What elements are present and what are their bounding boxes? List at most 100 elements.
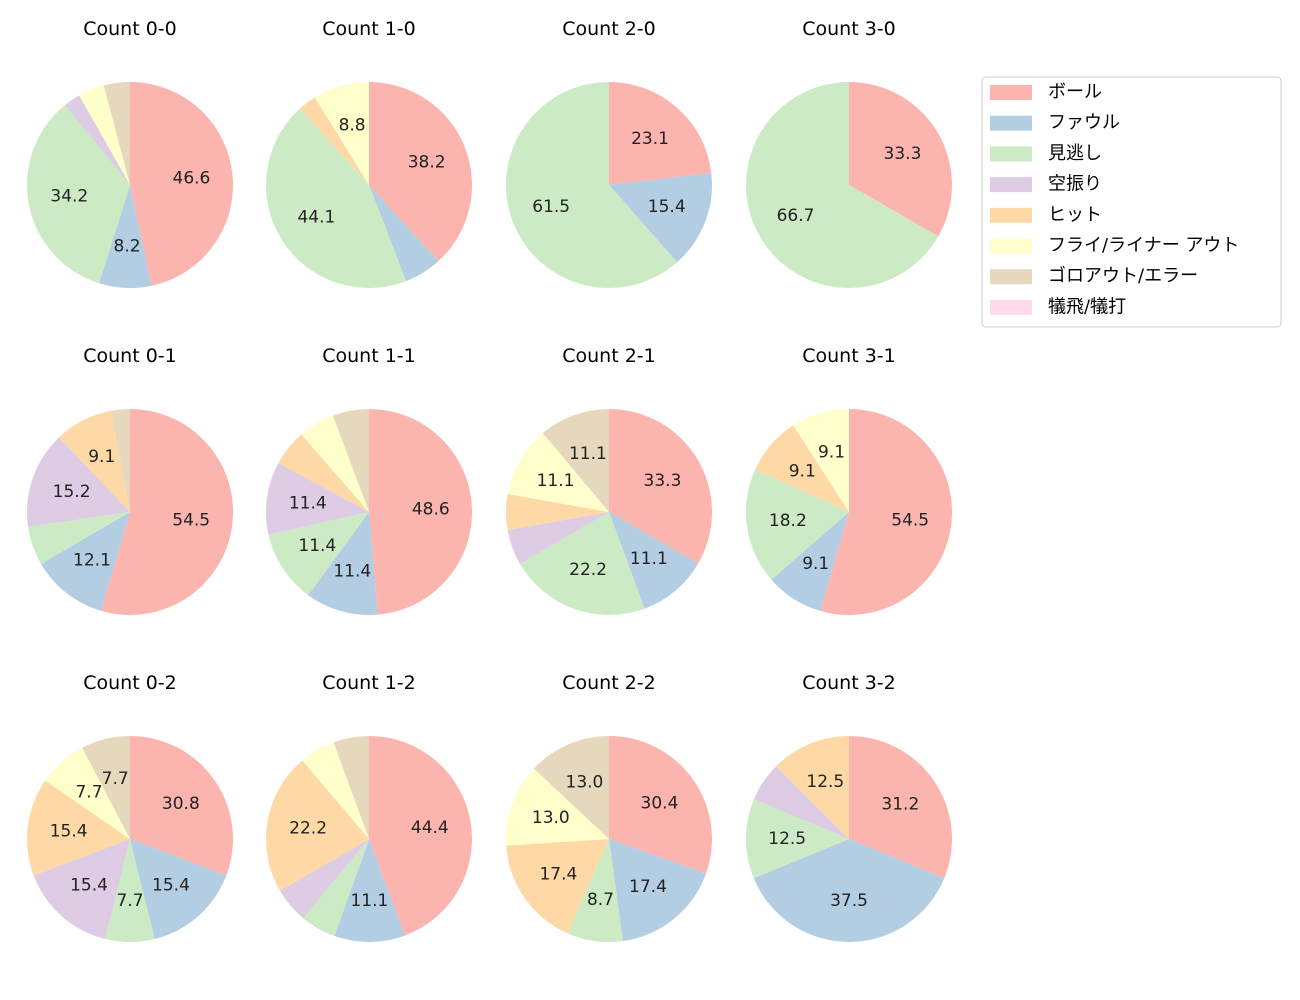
slice-label: 15.4 xyxy=(648,197,686,217)
legend-swatch xyxy=(990,146,1032,162)
slice-label: 66.7 xyxy=(777,206,815,226)
pie-count-1-2: Count 1-2 44.4 11.1 22.2 xyxy=(265,672,472,943)
legend-label: 見逃し xyxy=(1048,143,1102,164)
slice-label: 8.7 xyxy=(587,890,614,910)
pie-slice-1 xyxy=(334,839,405,943)
legend-swatch xyxy=(990,299,1032,315)
pie-count-3-0: Count 3-0 33.3 66.7 xyxy=(745,18,953,288)
pie-slice-1 xyxy=(130,839,227,940)
slice-label: 11.1 xyxy=(537,471,575,491)
pie-slice-4 xyxy=(506,493,609,531)
legend-label: ゴロアウト/エラー xyxy=(1048,266,1198,287)
slice-label: 22.2 xyxy=(569,560,607,580)
slice-label: 15.2 xyxy=(53,482,91,502)
pie-slice-3 xyxy=(507,512,609,564)
slice-label: 7.7 xyxy=(116,891,143,911)
pie-slice-5 xyxy=(314,82,369,185)
slice-label: 9.1 xyxy=(789,462,816,482)
pie-count-3-2: Count 3-2 31.2 37.5 12.5 12.5 xyxy=(745,672,952,942)
slice-label: 31.2 xyxy=(881,795,919,815)
pie-slice-4 xyxy=(26,780,130,876)
pie-title: Count 1-1 xyxy=(322,345,416,367)
legend-label: ファウル xyxy=(1048,112,1120,133)
pie-slice-4 xyxy=(755,425,849,512)
pie-slice-1 xyxy=(41,512,131,611)
slice-label: 12.1 xyxy=(73,551,111,571)
pie-slice-1 xyxy=(753,839,945,942)
pie-slice-0 xyxy=(609,736,712,874)
pie-slice-0 xyxy=(369,82,472,262)
pie-title: Count 2-0 xyxy=(562,18,656,40)
slice-label: 37.5 xyxy=(830,891,868,911)
pie-slice-2 xyxy=(506,82,678,288)
pie-title: Count 1-0 xyxy=(322,18,416,40)
pie-slice-6 xyxy=(333,736,369,839)
slice-label: 33.3 xyxy=(644,471,682,491)
slice-label: 9.1 xyxy=(818,443,845,463)
slice-label: 7.7 xyxy=(75,783,102,803)
pie-slice-3 xyxy=(753,766,849,839)
pie-slice-2 xyxy=(105,839,155,942)
pie-slice-5 xyxy=(301,415,369,512)
pie-slice-6 xyxy=(110,409,130,512)
pie-count-0-0: Count 0-0 46.6 8.2 34.2 xyxy=(26,18,233,289)
pie-count-0-2: Count 0-230.815.47.715.415.47.77.7 xyxy=(26,672,233,942)
slice-label: 48.6 xyxy=(412,499,450,519)
pie-slice-5 xyxy=(793,409,849,512)
legend-swatch xyxy=(990,238,1032,254)
pie-title: Count 0-0 xyxy=(83,18,177,40)
slice-label: 15.4 xyxy=(70,875,108,895)
slice-label: 11.1 xyxy=(630,549,668,569)
pie-title: Count 0-1 xyxy=(83,345,177,367)
pie-slice-0 xyxy=(101,409,233,616)
pie-slice-6 xyxy=(533,736,609,839)
slice-label: 17.4 xyxy=(539,864,577,884)
legend-swatch xyxy=(990,269,1032,285)
pie-slice-0 xyxy=(130,736,233,876)
pie-slice-3 xyxy=(33,839,130,940)
slice-label: 13.0 xyxy=(566,772,604,792)
legend-label: フライ/ライナー アウト xyxy=(1048,235,1239,256)
pie-slice-5 xyxy=(79,85,130,185)
pie-slice-0 xyxy=(609,409,712,564)
pie-slice-2 xyxy=(26,105,130,284)
slice-label: 12.5 xyxy=(806,772,844,792)
slice-label: 22.2 xyxy=(289,818,327,838)
legend-label: ボール xyxy=(1048,82,1102,103)
pie-slice-1 xyxy=(609,172,712,263)
slice-label: 15.4 xyxy=(50,822,88,842)
pie-count-0-1: Count 0-1 54.5 12.1 15.2 9.1 xyxy=(26,345,233,616)
slice-label: 11.1 xyxy=(569,444,607,464)
slice-label: 11.4 xyxy=(298,536,336,556)
pie-title: Count 1-2 xyxy=(322,672,416,694)
pie-slice-0 xyxy=(849,736,952,879)
pie-slice-1 xyxy=(609,839,707,942)
pie-count-1-1: Count 1-1 48.6 11.4 11.4 11.4 xyxy=(265,345,473,616)
legend-swatch xyxy=(990,115,1032,131)
slice-label: 38.2 xyxy=(408,153,446,173)
pie-title: Count 2-1 xyxy=(562,345,656,367)
pie-slice-5 xyxy=(302,742,369,839)
slice-label: 8.2 xyxy=(114,237,141,257)
legend-frame xyxy=(981,76,1282,328)
slice-label: 44.1 xyxy=(297,207,335,227)
slice-label: 44.4 xyxy=(411,818,449,838)
slice-label: 34.2 xyxy=(50,187,88,207)
slice-label: 23.1 xyxy=(631,129,669,149)
pie-slice-1 xyxy=(369,185,439,282)
legend-label: 犠飛/犠打 xyxy=(1048,296,1126,317)
pie-slice-0 xyxy=(369,409,473,615)
pie-slice-4 xyxy=(506,839,609,934)
pie-slice-4 xyxy=(265,760,369,891)
pie-slice-3 xyxy=(279,839,369,919)
slice-label: 46.6 xyxy=(173,169,211,189)
pie-slice-2 xyxy=(745,799,849,879)
pie-slice-3 xyxy=(26,437,131,527)
slice-label: 12.5 xyxy=(768,829,806,849)
pie-slice-0 xyxy=(609,82,712,185)
pie-slice-0 xyxy=(820,409,952,615)
pie-slice-2 xyxy=(520,512,645,615)
slice-label: 61.5 xyxy=(532,197,570,217)
pie-slice-2 xyxy=(265,108,407,288)
